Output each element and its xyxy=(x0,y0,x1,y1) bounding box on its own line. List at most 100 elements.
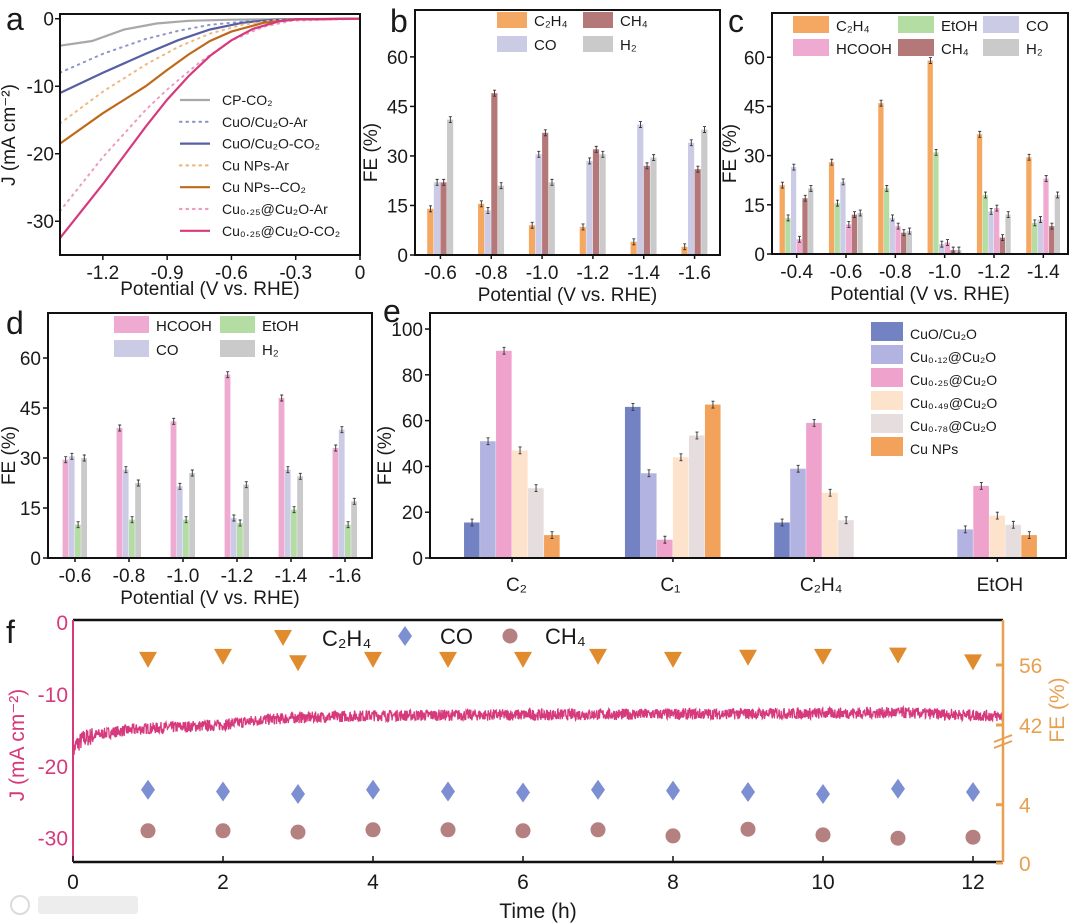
legend-label: Cu₀.₇₈@Cu₂O xyxy=(910,418,997,434)
watermark-mark xyxy=(38,896,138,914)
legend-label: C₂H₄ xyxy=(322,626,371,651)
right-y-tick-label: 4 xyxy=(1019,795,1031,818)
bar-e-5-3 xyxy=(1021,535,1037,558)
scatter-point-diamond xyxy=(291,783,305,804)
bar-c-4-0 xyxy=(802,198,808,254)
error-bar xyxy=(963,525,967,534)
right-y-tick-label: 56 xyxy=(1019,655,1042,678)
bar-d-1-4 xyxy=(284,469,291,558)
legend-label: H₂ xyxy=(262,342,279,359)
error-bar xyxy=(979,481,983,490)
bar-b-1-3 xyxy=(586,160,593,255)
x-tick-label: -1.6 xyxy=(678,263,711,284)
legend-swatch xyxy=(114,316,149,333)
legend-label: CP-CO₂ xyxy=(222,92,273,108)
legend-label: CO xyxy=(534,37,557,54)
y-tick-label: 100 xyxy=(391,320,423,341)
bar-e-0-0 xyxy=(464,522,480,558)
error-bar xyxy=(890,214,894,222)
error-bar xyxy=(280,394,284,402)
error-bar xyxy=(632,238,636,246)
y-tick-label: 30 xyxy=(20,449,41,470)
error-bar xyxy=(550,178,554,186)
x-tick-label: -0.6 xyxy=(215,263,248,284)
x-tick-label: -0.6 xyxy=(59,566,92,587)
x-tick-label: -1.2 xyxy=(221,566,254,587)
bar-e-1-0 xyxy=(480,441,496,558)
error-bar xyxy=(124,466,128,474)
bar-e-4-2 xyxy=(838,520,854,558)
bar-b-2-2 xyxy=(542,132,549,255)
x-tick-label: -1.0 xyxy=(928,262,961,283)
bar-b-2-0 xyxy=(440,182,447,255)
y-tick-label: 45 xyxy=(744,97,765,118)
y-tick-label: 45 xyxy=(20,399,41,420)
x-tick-label: -1.0 xyxy=(526,263,559,284)
legend-label: Cu NPs--CO₂ xyxy=(222,179,306,195)
legend-label: C₂H₄ xyxy=(836,18,870,35)
x-tick-label: 10 xyxy=(811,871,834,894)
legend-label: Cu₀.₁₂@Cu₂O xyxy=(910,349,996,365)
current-trace xyxy=(72,704,1004,761)
bar-d-2-2 xyxy=(183,519,189,558)
scatter-point-diamond xyxy=(966,782,980,803)
bar-d-1-2 xyxy=(176,486,183,558)
error-bar xyxy=(830,158,834,166)
y-tick-label: 0 xyxy=(397,246,408,267)
error-bar xyxy=(896,222,900,230)
error-bar xyxy=(429,205,433,213)
panel-e-bar-chart: C₂ C₁ C₂H₄ EtOH 0 20 40 60 80 100 CuO/Cu₂O Cu₀.₁₂@C… xyxy=(375,312,1067,596)
error-bar xyxy=(1006,211,1010,219)
bar-d-0-4 xyxy=(278,398,285,558)
bar-e-3-2 xyxy=(822,492,838,558)
error-bar xyxy=(64,456,68,464)
bar-c-3-1 xyxy=(846,224,852,254)
y-axis-label: J (mA cm⁻²) xyxy=(0,84,20,186)
watermark-logo xyxy=(10,895,138,915)
y-tick-label: 20 xyxy=(402,503,423,524)
error-bar xyxy=(226,371,230,379)
error-bar xyxy=(130,516,134,524)
error-bar xyxy=(76,521,80,529)
panel-c-bar-chart: -0.4 -0.6 -0.8 -1.0 -1.2 -1.4 0 15 30 45 60 C₂H₄ EtO… xyxy=(720,12,1069,305)
error-bar xyxy=(902,229,906,237)
error-bar xyxy=(346,521,350,529)
bar-c-5-1 xyxy=(857,213,863,254)
bar-b-3-2 xyxy=(548,182,555,255)
scatter-point-diamond xyxy=(441,781,455,802)
error-bar xyxy=(844,516,848,525)
y-tick-label: 60 xyxy=(20,349,41,370)
error-bar xyxy=(812,419,816,427)
error-bar xyxy=(232,514,236,522)
x-tick-label: C₂ xyxy=(506,575,527,596)
legend-label: CH₄ xyxy=(620,13,648,30)
axis-break-icon xyxy=(993,734,1013,749)
bar-c-0-2 xyxy=(878,103,884,254)
error-bar xyxy=(530,221,534,229)
bar-d-0-5 xyxy=(332,448,339,558)
scatter-point-triangle-down xyxy=(364,651,382,668)
error-bar xyxy=(803,194,807,202)
legend-swatch xyxy=(983,16,1019,33)
x-tick-label: C₂H₄ xyxy=(800,575,843,596)
y-axis-label: FE (%) xyxy=(361,123,382,182)
legend-swatch xyxy=(497,12,527,28)
scatter-point-circle xyxy=(740,821,756,837)
x-tick-label: 2 xyxy=(217,871,229,894)
panel-label: a xyxy=(6,1,24,37)
bar-e-4-1 xyxy=(688,435,705,558)
bar-c-1-0 xyxy=(785,217,791,254)
bar-c-2-0 xyxy=(790,167,797,254)
bar-c-1-4 xyxy=(982,194,988,254)
x-tick-label: -0.6 xyxy=(830,262,863,283)
x-tick-label: -1.2 xyxy=(577,263,610,284)
error-bar xyxy=(696,165,700,173)
x-tick-label: 4 xyxy=(367,871,379,894)
error-bar xyxy=(928,57,932,64)
bar-b-2-5 xyxy=(694,169,701,255)
bar-e-4-0 xyxy=(528,488,544,558)
error-bar xyxy=(679,453,683,462)
bar-e-2-0 xyxy=(496,350,512,558)
bar-e-3-3 xyxy=(989,515,1005,558)
error-bar xyxy=(983,191,987,199)
